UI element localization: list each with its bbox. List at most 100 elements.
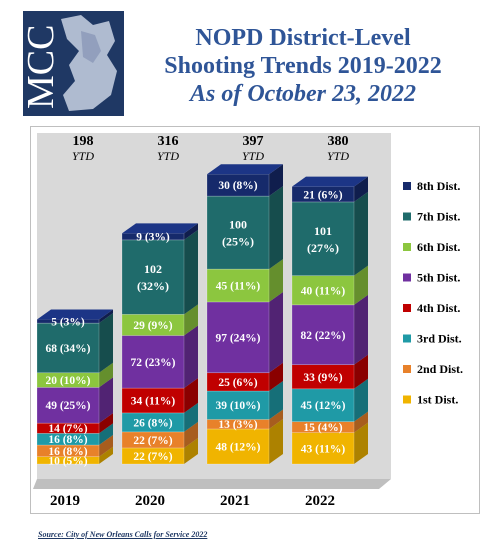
bar-2021: 48 (12%) 13 (3%) 39 (10%) 25 (6%) 97 (24%) 45… <box>206 164 283 465</box>
bar-segment-side <box>99 313 113 373</box>
data-label: 16 (8%) <box>48 434 87 446</box>
bar-segment <box>291 364 355 390</box>
data-label: (32%) <box>137 279 169 293</box>
legend-swatch <box>403 273 411 282</box>
ytd-label: YTD <box>157 149 179 163</box>
data-label: 82 (22%) <box>300 330 345 342</box>
legend-swatch <box>403 212 411 221</box>
bar-segment-side <box>354 354 368 389</box>
bar-segment-side <box>354 176 368 202</box>
data-label: 22 (7%) <box>133 451 172 463</box>
bar-segment <box>291 304 355 366</box>
source-label: Source <box>38 530 62 539</box>
stacked-bar-chart: 10 (5%)16 (8%)16 (8%)14 (7%)49 (25%)20 (… <box>33 133 463 509</box>
bar-segment <box>36 456 100 465</box>
data-label: 26 (8%) <box>133 417 172 429</box>
bar-2020: 22 (7%) 22 (7%) 26 (8%) 34 (11%) 72 (23%) 29 … <box>121 223 198 465</box>
bar-segment-side <box>99 413 113 434</box>
bar-segment <box>121 335 185 389</box>
total-label: 397 <box>243 134 264 149</box>
bar-segment-side <box>354 411 368 433</box>
source-text: : City of New Orleans Calls for Service … <box>61 530 208 539</box>
bar-segment <box>291 186 355 203</box>
data-label: 29 (9%) <box>133 320 172 332</box>
legend-swatch <box>403 334 411 343</box>
data-label: 30 (8%) <box>218 180 257 192</box>
chart-title: NOPD District-Level Shooting Trends 2019… <box>138 24 468 108</box>
data-label: 49 (25%) <box>45 400 90 412</box>
bar-segment <box>206 301 270 374</box>
bar-segment-side <box>184 304 198 336</box>
chart-frame: 10 (5%) 16 (8%) 16 (8%) 14 (7%) 49 (25%) 20 (… <box>30 126 480 514</box>
data-label: (25%) <box>222 235 254 249</box>
data-label: (27%) <box>307 241 339 255</box>
bar-segment <box>206 173 270 197</box>
bar-segment <box>206 390 270 420</box>
data-label: 33 (9%) <box>303 372 342 384</box>
bar-segment-side <box>99 435 113 457</box>
data-label: 72 (23%) <box>130 357 175 369</box>
bar-segment <box>291 201 355 276</box>
bar-segment-side <box>184 325 198 389</box>
title-line-3: As of October 23, 2022 <box>190 81 416 107</box>
bar-2022: 43 (11%) 15 (4%) 45 (12%) 33 (9%) 82 (22%) 40… <box>291 176 368 465</box>
bar-segment-side <box>184 229 198 315</box>
bar-segment-side <box>269 164 283 197</box>
data-label: 16 (8%) <box>48 446 87 458</box>
mcc-logo: MCC <box>23 11 124 116</box>
bar-segment <box>121 387 185 414</box>
data-label: 39 (10%) <box>215 400 260 412</box>
data-label: 40 (11%) <box>301 285 346 297</box>
bar-segment <box>291 275 355 306</box>
data-label: 14 (7%) <box>48 423 87 435</box>
data-label: 5 (3%) <box>51 316 85 328</box>
bar-segment <box>206 268 270 303</box>
data-label: 101 <box>314 224 332 238</box>
bar-segment-side <box>354 422 368 464</box>
data-label: 68 (34%) <box>45 343 90 355</box>
bar-segment <box>36 387 100 424</box>
bar-segment-side <box>354 265 368 305</box>
bar-top <box>122 223 198 234</box>
bar-segment-side <box>99 423 113 446</box>
x-tick-label: 2022 <box>305 493 335 509</box>
bar-segment-side <box>269 381 283 420</box>
data-label: 45 (12%) <box>300 400 345 412</box>
data-label: 10 (5%) <box>48 455 87 467</box>
bar-segment-side <box>184 223 198 240</box>
data-label: 20 (10%) <box>45 375 90 387</box>
data-label: 48 (12%) <box>215 441 260 453</box>
bar-segment-side <box>184 437 198 464</box>
ytd-label: YTD <box>72 149 94 163</box>
source-note: Source: City of New Orleans Calls for Se… <box>38 530 207 539</box>
data-label: 100 <box>229 218 247 232</box>
bar-segment-side <box>269 418 283 464</box>
title-line-2: Shooting Trends 2019-2022 <box>164 53 442 79</box>
data-label: 9 (3%) <box>136 232 170 244</box>
legend-swatch <box>403 304 411 312</box>
bar-segment-side <box>184 421 198 448</box>
bar-segment-side <box>354 378 368 422</box>
bar-segment <box>206 195 270 270</box>
bar-segment-side <box>354 294 368 365</box>
bar-segment-side <box>269 291 283 373</box>
bar-segment <box>291 388 355 422</box>
data-label: 13 (3%) <box>218 419 257 431</box>
logo-text: MCC <box>23 25 62 109</box>
data-label: 45 (11%) <box>216 281 261 293</box>
total-label: 316 <box>158 134 179 149</box>
legend-label: 6th Dist. <box>417 240 460 254</box>
data-label: 22 (7%) <box>133 435 172 447</box>
bar-segment-side <box>99 377 113 424</box>
ytd-label: YTD <box>327 149 349 163</box>
legend-swatch <box>403 395 411 404</box>
bar-segment-side <box>99 446 113 464</box>
data-label: 21 (6%) <box>303 189 342 201</box>
data-label: 15 (4%) <box>303 422 342 434</box>
legend-label: 3rd Dist. <box>417 332 462 346</box>
bar-segment <box>36 322 100 374</box>
legend-label: 7th Dist. <box>417 210 460 224</box>
bar-top <box>207 164 283 175</box>
data-label: 25 (6%) <box>218 377 257 389</box>
legend-swatch <box>403 243 411 251</box>
